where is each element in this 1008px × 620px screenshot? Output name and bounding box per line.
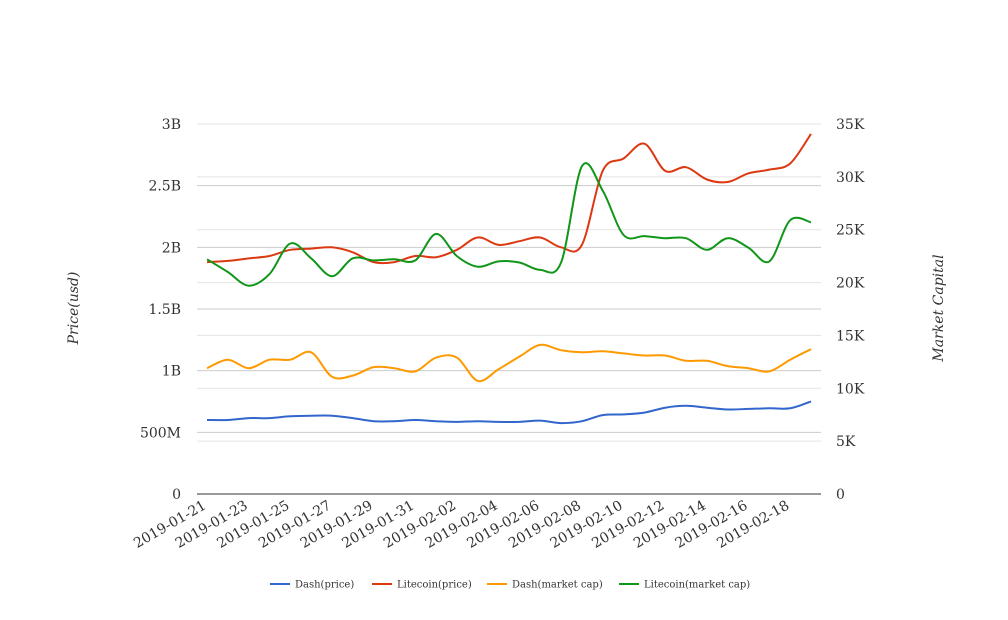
y-right-tick-label: 10K bbox=[836, 381, 865, 397]
legend-label: Dash(price) bbox=[295, 580, 354, 591]
y-right-tick-label: 35K bbox=[836, 117, 865, 133]
y-right-tick-label: 20K bbox=[836, 276, 865, 292]
y-left-tick-label: 0 bbox=[172, 487, 181, 503]
y-right-tick-label: 0 bbox=[836, 487, 845, 503]
legend-label: Litecoin(market cap) bbox=[644, 580, 750, 591]
legend-item: Dash(price) bbox=[270, 580, 354, 591]
y-left-tick-label: 500M bbox=[140, 425, 181, 441]
legend-label: Dash(market cap) bbox=[512, 580, 603, 591]
tick-labels: 0 500M 1B 1.5B 2B 2.5B 3B 0 5K 10K 15K 20K 25K 30K 35K… bbox=[131, 117, 865, 552]
y-left-tick-label: 1.5B bbox=[148, 302, 181, 318]
legend-label: Litecoin(price) bbox=[397, 580, 472, 591]
legend-item: Litecoin(market cap) bbox=[619, 580, 750, 591]
series-line-dash-market-cap bbox=[206, 343, 812, 383]
series-line-dash-price bbox=[206, 400, 812, 425]
y-right-tick-label: 25K bbox=[836, 223, 865, 239]
y-axis-left-title: Price(usd) bbox=[66, 272, 82, 346]
y-left-tick-label: 2B bbox=[162, 240, 181, 256]
legend-item: Dash(market cap) bbox=[487, 580, 603, 591]
y-axis-right-title: Market Capital bbox=[931, 254, 947, 362]
series-line-litecoin-market-cap bbox=[206, 162, 812, 287]
y-right-tick-label: 5K bbox=[836, 434, 856, 450]
y-left-tick-label: 1B bbox=[162, 364, 181, 380]
series-line-litecoin-price bbox=[206, 133, 812, 265]
y-right-tick-label: 30K bbox=[836, 170, 865, 186]
grid-lines bbox=[197, 123, 821, 442]
legend-item: Litecoin(price) bbox=[372, 580, 472, 591]
y-right-tick-label: 15K bbox=[836, 328, 865, 344]
y-left-tick-label: 3B bbox=[162, 117, 181, 133]
legend: Dash(price) Litecoin(price) Dash(market ca… bbox=[270, 580, 750, 591]
series-lines bbox=[206, 133, 812, 425]
y-left-tick-label: 2.5B bbox=[148, 179, 181, 195]
